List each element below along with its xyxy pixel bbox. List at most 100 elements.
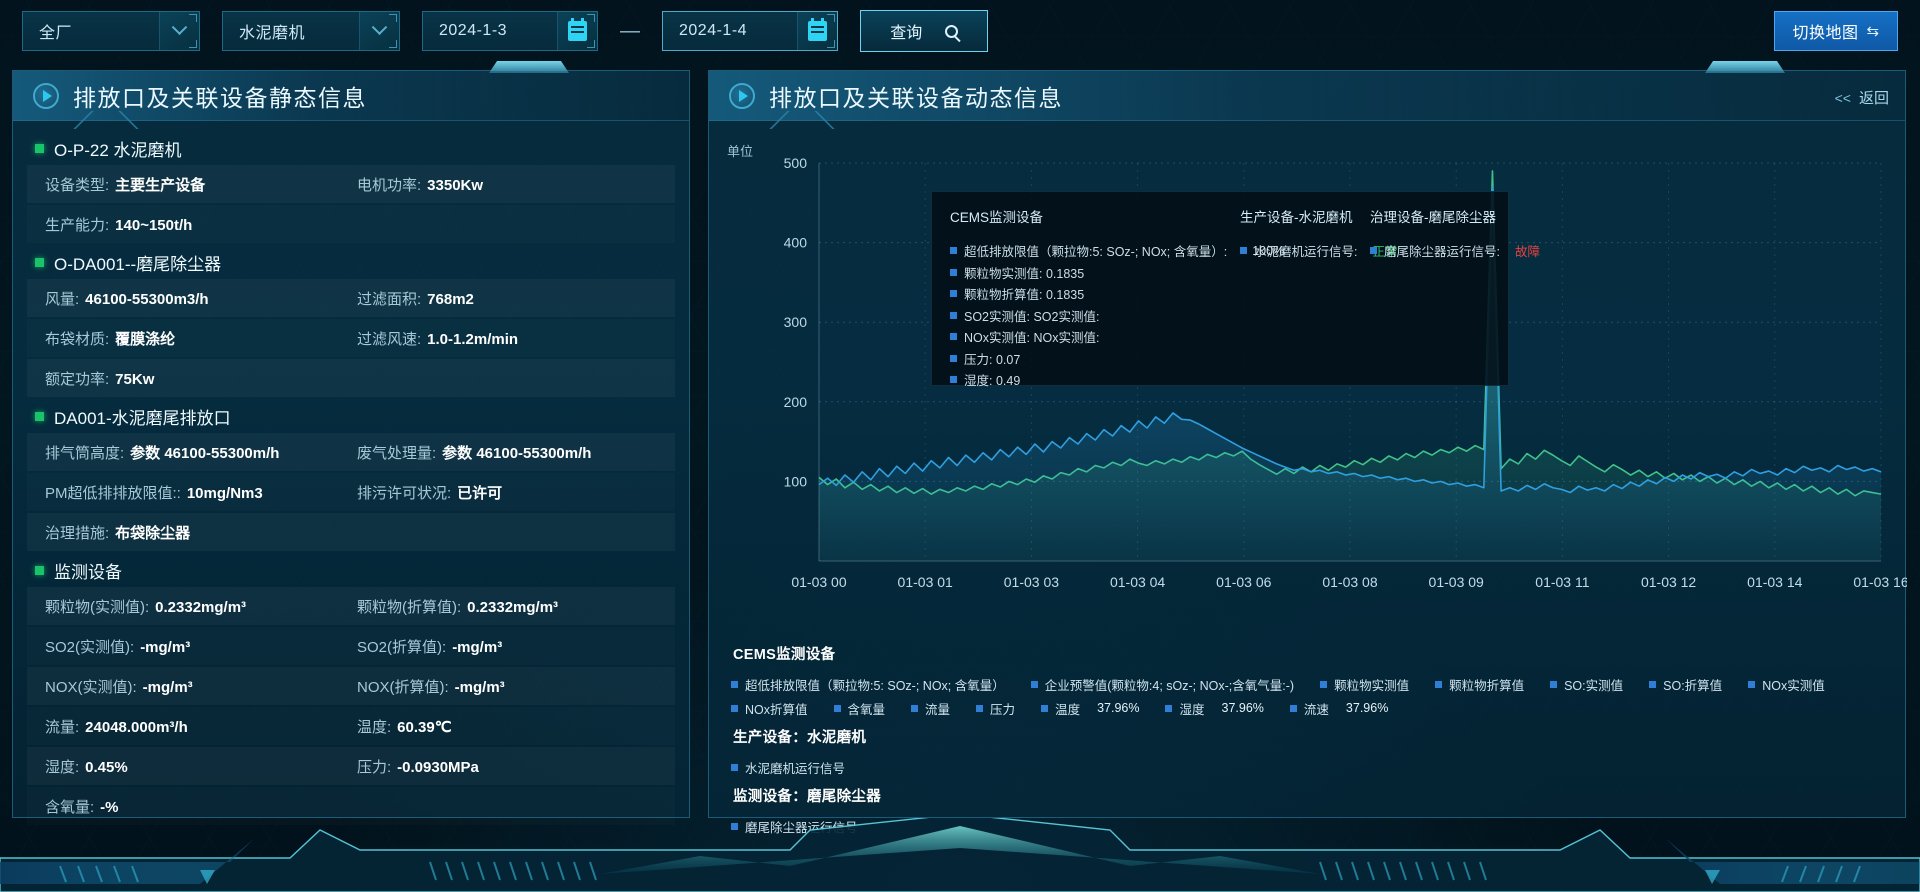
device-select-value: 水泥磨机: [239, 25, 306, 42]
info-row: 风量: 46100-55300m3/h 过滤面积: 768m2: [27, 279, 675, 317]
dynamic-info-panel-title: 排放口及关联设备动态信息: [769, 84, 1063, 111]
plant-select-value: 全厂: [39, 25, 73, 42]
series-marker-icon: [731, 680, 738, 688]
emissions-trend-chart[interactable]: 单位 100 200 300 400 500 01-03 00 01-03 01 01-03 …: [709, 121, 1907, 631]
series-marker-icon: [911, 704, 919, 712]
series-marker-icon: [1289, 704, 1297, 712]
svg-text:01-03 04: 01-03 04: [1110, 574, 1165, 590]
field-label: 过滤面积:: [357, 290, 422, 308]
search-icon: [944, 24, 958, 38]
status-badge: 故障: [1514, 245, 1540, 260]
field-value: 已许可: [457, 484, 503, 502]
legend-item[interactable]: 湿度 37.96%: [1165, 696, 1264, 720]
top-toolbar: 全厂 水泥磨机 2024-1-3 — 2024-1-4 查询 切换地图 ⇆: [0, 0, 1920, 62]
svg-text:300: 300: [784, 314, 808, 330]
info-row: 布袋材质: 覆膜涤纶 过滤风速: 1.0-1.2m/min: [27, 319, 675, 357]
switch-map-button[interactable]: 切换地图 ⇆: [1774, 11, 1898, 51]
legend-item[interactable]: SO:折算值: [1649, 672, 1722, 696]
field-label: 排气筒高度:: [45, 444, 125, 462]
group-title: O-P-22 水泥磨机: [27, 131, 675, 165]
tooltip-item-label: 水泥磨机运行信号:: [1254, 245, 1358, 260]
field-value: 10mg/Nm3: [186, 484, 263, 502]
chevron-left-icon: <<: [1834, 89, 1851, 106]
legend-item-label: 颗粒物折算值: [1449, 678, 1525, 693]
series-marker-icon: [1649, 680, 1657, 688]
dynamic-info-panel-header: 排放口及关联设备动态信息 << 返回: [709, 71, 1905, 129]
field-label: SO2(实测值):: [45, 638, 135, 656]
field-label: 治理措施:: [45, 524, 110, 542]
query-button[interactable]: 查询: [860, 10, 988, 52]
date-end-input[interactable]: 2024-1-4: [662, 11, 838, 51]
tooltip-item: 水泥磨机运行信号: 正常: [1240, 240, 1398, 262]
tooltip-header-treatment: 治理设备-磨尾除尘器: [1370, 210, 1496, 225]
svg-text:01-03 00: 01-03 00: [791, 574, 846, 590]
legend-item-label: 温度: [1055, 702, 1081, 717]
info-row: 治理措施: 布袋除尘器: [27, 513, 675, 551]
calendar-icon[interactable]: [557, 12, 597, 50]
legend-item[interactable]: NOx实测值: [1748, 672, 1825, 696]
field-value: 140~150t/h: [115, 216, 193, 234]
svg-text:01-03 11: 01-03 11: [1535, 574, 1589, 590]
svg-text:01-03 16: 01-03 16: [1853, 574, 1907, 590]
panel-tab-decor: [1705, 61, 1785, 73]
calendar-icon[interactable]: [797, 12, 837, 50]
static-info-panel: 排放口及关联设备静态信息 O-P-22 水泥磨机 设备类型: 主要生产设备 电机功…: [12, 61, 690, 818]
legend-item-label: 企业预警值(颗粒物:4; sOz-; NOx-;含氧气量:-): [1044, 678, 1295, 693]
field-label: 温度:: [357, 718, 392, 736]
legend-item[interactable]: 水泥磨机运行信号: [731, 755, 845, 779]
legend-group-title-cems: CEMS监测设备: [733, 647, 836, 663]
chevron-down-icon[interactable]: [159, 12, 199, 50]
field-label: 流量:: [45, 718, 80, 736]
svg-text:01-03 06: 01-03 06: [1216, 574, 1271, 590]
status-square-icon: [35, 257, 44, 267]
legend-item-label: 湿度: [1179, 702, 1205, 717]
legend-item-value: 37.96%: [1097, 701, 1140, 715]
group-title-label: DA001-水泥磨尾排放口: [54, 408, 231, 428]
series-marker-icon: [950, 376, 957, 384]
legend-item[interactable]: 含氧量: [833, 696, 885, 720]
info-row: NOX(实测值): -mg/m³ NOX(折算值): -mg/m³: [27, 667, 675, 705]
legend-item[interactable]: 颗粒物实测值: [1320, 672, 1409, 696]
device-select[interactable]: 水泥磨机: [222, 11, 400, 51]
legend-item[interactable]: NOx折算值: [731, 696, 808, 720]
info-row: 流量: 24048.000m³/h 温度: 60.39℃: [27, 707, 675, 745]
field-label: 电机功率:: [357, 176, 422, 194]
info-row: 颗粒物(实测值): 0.2332mg/m³ 颗粒物(折算值): 0.2332mg/m…: [27, 587, 675, 625]
tooltip-item-label: 颗粒物折算值: 0.1835: [964, 288, 1085, 303]
legend-item-label: SO:实测值: [1564, 678, 1624, 693]
dynamic-info-panel: 排放口及关联设备动态信息 << 返回 单位 100 200 300 400 500 01-…: [708, 61, 1907, 835]
legend-item-label: NOx实测值: [1762, 678, 1825, 693]
field-label: 生产能力:: [45, 216, 110, 234]
legend-item[interactable]: 超低排放限值（颗拉物:5: SOz-; NOx; 含氧量）: [731, 672, 1005, 696]
series-marker-icon: [1041, 704, 1049, 712]
legend-group-title-production: 生产设备：水泥磨机: [733, 730, 867, 746]
back-button[interactable]: << 返回: [1835, 87, 1889, 108]
legend-item[interactable]: 流速 37.96%: [1289, 696, 1388, 720]
legend-item[interactable]: 企业预警值(颗粒物:4; sOz-; NOx-;含氧气量:-): [1030, 672, 1295, 696]
field-label: PM超低排排放限值::: [45, 484, 181, 502]
swap-icon: ⇆: [1866, 23, 1880, 40]
svg-text:01-03 12: 01-03 12: [1641, 574, 1696, 590]
chevron-down-icon[interactable]: [359, 12, 399, 50]
series-marker-icon: [1748, 680, 1756, 688]
legend-item[interactable]: 磨尾除尘器运行信号: [731, 814, 858, 838]
series-marker-icon: [950, 311, 957, 319]
legend-row-production: 水泥磨机运行信号: [731, 755, 1883, 779]
legend-item[interactable]: 颗粒物折算值: [1435, 672, 1524, 696]
legend-item[interactable]: 流量: [911, 696, 950, 720]
legend-item[interactable]: SO:实测值: [1550, 672, 1623, 696]
date-start-input[interactable]: 2024-1-3: [422, 11, 598, 51]
tooltip-item-label: 磨尾除尘器运行信号:: [1384, 245, 1500, 260]
legend-item[interactable]: 压力: [976, 696, 1015, 720]
plant-select[interactable]: 全厂: [22, 11, 200, 51]
chart-legend: CEMS监测设备 超低排放限值（颗拉物:5: SOz-; NOx; 含氧量） 企业…: [709, 631, 1905, 838]
field-value: 覆膜涤纶: [115, 330, 176, 348]
legend-item-label: 流速: [1303, 702, 1329, 717]
tooltip-item: 颗粒物折算值: 0.1835: [950, 283, 1240, 305]
info-row: PM超低排排放限值:: 10mg/Nm3 排污许可状况: 已许可: [27, 473, 675, 511]
legend-item[interactable]: 温度 37.96%: [1041, 696, 1139, 720]
field-value: -mg/m³: [140, 638, 191, 656]
info-row: SO2(实测值): -mg/m³ SO2(折算值): -mg/m³: [27, 627, 675, 665]
chart-tooltip: CEMS监测设备 超低排放限值（颗拉物:5: SOz-; NOx; 含氧量）: 1…: [931, 191, 1540, 388]
